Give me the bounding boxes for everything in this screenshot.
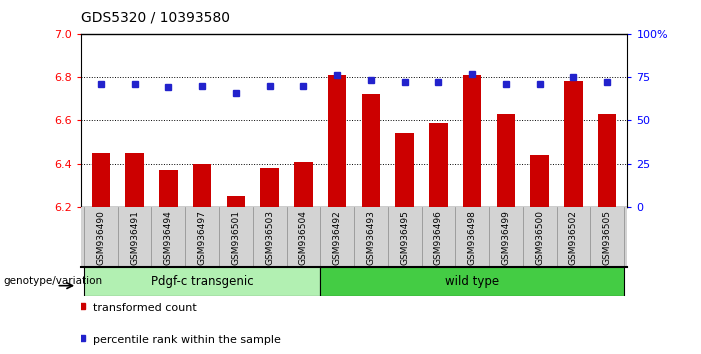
Bar	[463, 75, 482, 207]
Text: GSM936501: GSM936501	[231, 210, 240, 265]
Text: GSM936502: GSM936502	[569, 210, 578, 265]
Bar	[531, 155, 549, 207]
Bar	[193, 164, 212, 207]
Text: transformed count: transformed count	[93, 303, 197, 313]
Bar	[328, 75, 346, 207]
Text: GSM936505: GSM936505	[603, 210, 612, 265]
Text: GSM936503: GSM936503	[265, 210, 274, 265]
Bar	[598, 114, 616, 207]
Text: GSM936490: GSM936490	[96, 210, 105, 265]
Text: GSM936494: GSM936494	[164, 210, 173, 265]
Text: genotype/variation: genotype/variation	[4, 276, 102, 286]
Bar	[564, 81, 583, 207]
Text: percentile rank within the sample: percentile rank within the sample	[93, 335, 281, 345]
Text: GSM936500: GSM936500	[535, 210, 544, 265]
Text: GSM936497: GSM936497	[198, 210, 207, 265]
Bar	[92, 153, 110, 207]
Bar	[362, 95, 380, 207]
Text: GSM936491: GSM936491	[130, 210, 139, 265]
Bar	[226, 196, 245, 207]
Bar	[429, 122, 448, 207]
Text: GSM936495: GSM936495	[400, 210, 409, 265]
Text: GSM936498: GSM936498	[468, 210, 477, 265]
Text: GDS5320 / 10393580: GDS5320 / 10393580	[81, 11, 230, 25]
Text: wild type: wild type	[445, 275, 499, 288]
Bar	[260, 168, 279, 207]
Text: Pdgf-c transgenic: Pdgf-c transgenic	[151, 275, 254, 288]
Text: GSM936504: GSM936504	[299, 210, 308, 265]
Bar	[496, 114, 515, 207]
Text: GSM936499: GSM936499	[501, 210, 510, 265]
Bar	[294, 161, 313, 207]
Text: GSM936492: GSM936492	[333, 210, 341, 265]
Bar	[395, 133, 414, 207]
Bar	[84, 267, 320, 296]
Bar	[320, 267, 624, 296]
Text: GSM936496: GSM936496	[434, 210, 443, 265]
Bar	[159, 170, 177, 207]
Text: GSM936493: GSM936493	[367, 210, 375, 265]
Bar	[125, 153, 144, 207]
